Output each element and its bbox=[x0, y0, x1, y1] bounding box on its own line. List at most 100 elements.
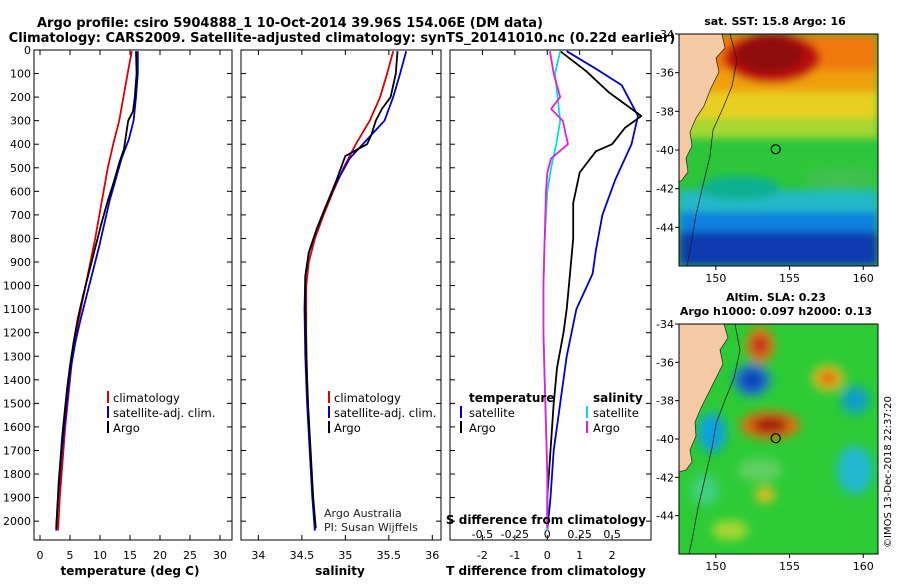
s-diff-tick-label: -0.25 bbox=[501, 528, 529, 541]
s-diff-tick-label: 0.5 bbox=[603, 528, 621, 541]
lat-tick-label: -40 bbox=[656, 144, 674, 157]
sst-map-ticks: -34 -36 -38 -40 -42 -44 150 155 160 bbox=[656, 28, 874, 285]
s-diff-tick-label: 0.25 bbox=[567, 528, 592, 541]
imos-timestamp: ©IMOS 13-Dec-2018 22:37:20 bbox=[883, 396, 894, 548]
depth-tick-label: 500 bbox=[10, 162, 31, 175]
legend-temp-argo-label: Argo bbox=[469, 421, 496, 435]
sst-map: sat. SST: 15.8 Argo: 16 -34 -36 -38 -40 -42 bbox=[656, 15, 879, 285]
x-tick-label: 1 bbox=[576, 549, 583, 562]
lat-tick-label: -36 bbox=[656, 356, 674, 369]
sla-map-subtitle: Argo h1000: 0.097 h2000: 0.13 bbox=[680, 305, 872, 318]
lon-tick-label: 160 bbox=[853, 272, 874, 285]
lat-tick-label: -38 bbox=[656, 395, 674, 408]
series-salinity-argo bbox=[542, 51, 569, 529]
lat-tick-label: -36 bbox=[656, 67, 674, 80]
x-tick-label: 35.5 bbox=[377, 549, 402, 562]
series-temperature-argo bbox=[546, 50, 643, 529]
salinity-panel: 34 34.5 35 35.5 36 salinity climatology sate… bbox=[240, 49, 442, 578]
lat-tick-label: -44 bbox=[656, 510, 674, 523]
difference-plot-frame bbox=[449, 49, 652, 541]
sst-argo-marker bbox=[770, 144, 781, 155]
x-tick-label: 2 bbox=[609, 549, 616, 562]
difference-ticks: -2 -1 0 1 2 -0.5 -0.25 0 0.25 0.5 bbox=[450, 49, 651, 562]
series-temperature-satellite bbox=[546, 50, 639, 531]
salinity-xlabel: salinity bbox=[315, 564, 365, 578]
legend-salinity-title: salinity bbox=[593, 391, 643, 405]
sst-map-title: sat. SST: 15.8 Argo: 16 bbox=[704, 15, 846, 28]
s-difference-xlabel: S difference from climatology bbox=[446, 513, 646, 527]
credit-pi: PI: Susan Wijffels bbox=[324, 521, 418, 534]
x-tick-label: 30 bbox=[213, 549, 227, 562]
depth-tick-label: 2000 bbox=[3, 515, 31, 528]
legend-argo-label: Argo bbox=[113, 421, 140, 435]
depth-tick-label: 1400 bbox=[3, 374, 31, 387]
legend-argo-label: Argo bbox=[334, 421, 361, 435]
depth-tick-label: 1500 bbox=[3, 397, 31, 410]
t-difference-xlabel: T difference from climatology bbox=[446, 564, 646, 578]
x-tick-label: 34.5 bbox=[290, 549, 315, 562]
figure-title-line2: Climatology: CARS2009. Satellite-adjuste… bbox=[9, 31, 676, 46]
lon-tick-label: 150 bbox=[705, 560, 726, 573]
depth-tick-label: 100 bbox=[10, 68, 31, 81]
lon-tick-label: 160 bbox=[853, 560, 874, 573]
depth-tick-label: 1300 bbox=[3, 350, 31, 363]
x-tick-label: 10 bbox=[93, 549, 107, 562]
x-tick-label: 0 bbox=[37, 549, 44, 562]
depth-tick-label: 400 bbox=[10, 138, 31, 151]
salinity-ticks: 34 34.5 35 35.5 36 bbox=[241, 49, 441, 562]
depth-tick-label: 1900 bbox=[3, 492, 31, 505]
lat-tick-label: -42 bbox=[656, 183, 674, 196]
lon-tick-label: 155 bbox=[779, 560, 800, 573]
s-diff-tick-label: 0 bbox=[544, 528, 551, 541]
lat-tick-label: -44 bbox=[656, 221, 674, 234]
lat-tick-label: -42 bbox=[656, 471, 674, 484]
depth-tick-label: 300 bbox=[10, 115, 31, 128]
legend-sal-satellite-label: satellite bbox=[593, 406, 639, 420]
salinity-plot-frame bbox=[240, 49, 442, 541]
legend-sal-argo-label: Argo bbox=[593, 421, 620, 435]
temperature-plot-frame bbox=[33, 49, 233, 541]
temperature-lines bbox=[55, 51, 139, 531]
legend-satellite-label: satellite-adj. clim. bbox=[334, 406, 436, 420]
depth-tick-label: 1700 bbox=[3, 444, 31, 457]
depth-tick-label: 800 bbox=[10, 232, 31, 245]
lon-tick-label: 150 bbox=[705, 272, 726, 285]
sla-map: Altim. SLA: 0.23 Argo h1000: 0.097 h2000… bbox=[656, 291, 879, 573]
legend-temperature-title: temperature bbox=[469, 391, 554, 405]
difference-panel: -2 -1 0 1 2 -0.5 -0.25 0 0.25 0.5 T difference fr… bbox=[446, 49, 652, 578]
difference-legend: temperature satellite Argo salinity sate… bbox=[460, 391, 643, 435]
x-tick-label: 36 bbox=[425, 549, 439, 562]
sla-argo-marker bbox=[770, 433, 781, 444]
x-tick-label: 0 bbox=[544, 549, 551, 562]
x-tick-label: 5 bbox=[67, 549, 74, 562]
x-tick-label: 20 bbox=[153, 549, 167, 562]
difference-lines bbox=[542, 50, 643, 531]
depth-tick-label: 0 bbox=[24, 44, 31, 57]
depth-tick-label: 700 bbox=[10, 209, 31, 222]
x-tick-label: -1 bbox=[509, 549, 520, 562]
depth-tick-label: 600 bbox=[10, 185, 31, 198]
lat-tick-label: -40 bbox=[656, 433, 674, 446]
x-tick-label: 35 bbox=[338, 549, 352, 562]
x-tick-label: 15 bbox=[123, 549, 137, 562]
series-argo bbox=[55, 51, 138, 529]
sla-map-ticks: -34 -36 -38 -40 -42 -44 150 155 160 bbox=[656, 318, 874, 573]
depth-tick-label: 1000 bbox=[3, 280, 31, 293]
salinity-legend: climatology satellite-adj. clim. Argo bbox=[328, 391, 436, 435]
salinity-lines bbox=[303, 50, 408, 531]
lat-tick-label: -38 bbox=[656, 105, 674, 118]
figure-title-line1: Argo profile: csiro 5904888_1 10-Oct-201… bbox=[37, 16, 543, 31]
depth-tick-label: 1100 bbox=[3, 303, 31, 316]
sla-map-field bbox=[679, 324, 878, 554]
sst-map-field bbox=[679, 34, 878, 266]
depth-tick-label: 900 bbox=[10, 256, 31, 269]
x-tick-label: -2 bbox=[477, 549, 488, 562]
temperature-xlabel: temperature (deg C) bbox=[61, 564, 200, 578]
temperature-ticks: 0100200300400500600700800900100011001200… bbox=[3, 44, 232, 562]
temperature-legend: climatology satellite-adj. clim. Argo bbox=[107, 391, 215, 435]
legend-satellite-label: satellite-adj. clim. bbox=[113, 406, 215, 420]
x-tick-label: 34 bbox=[251, 549, 265, 562]
lon-tick-label: 155 bbox=[779, 272, 800, 285]
sla-map-title: Altim. SLA: 0.23 bbox=[726, 291, 826, 304]
